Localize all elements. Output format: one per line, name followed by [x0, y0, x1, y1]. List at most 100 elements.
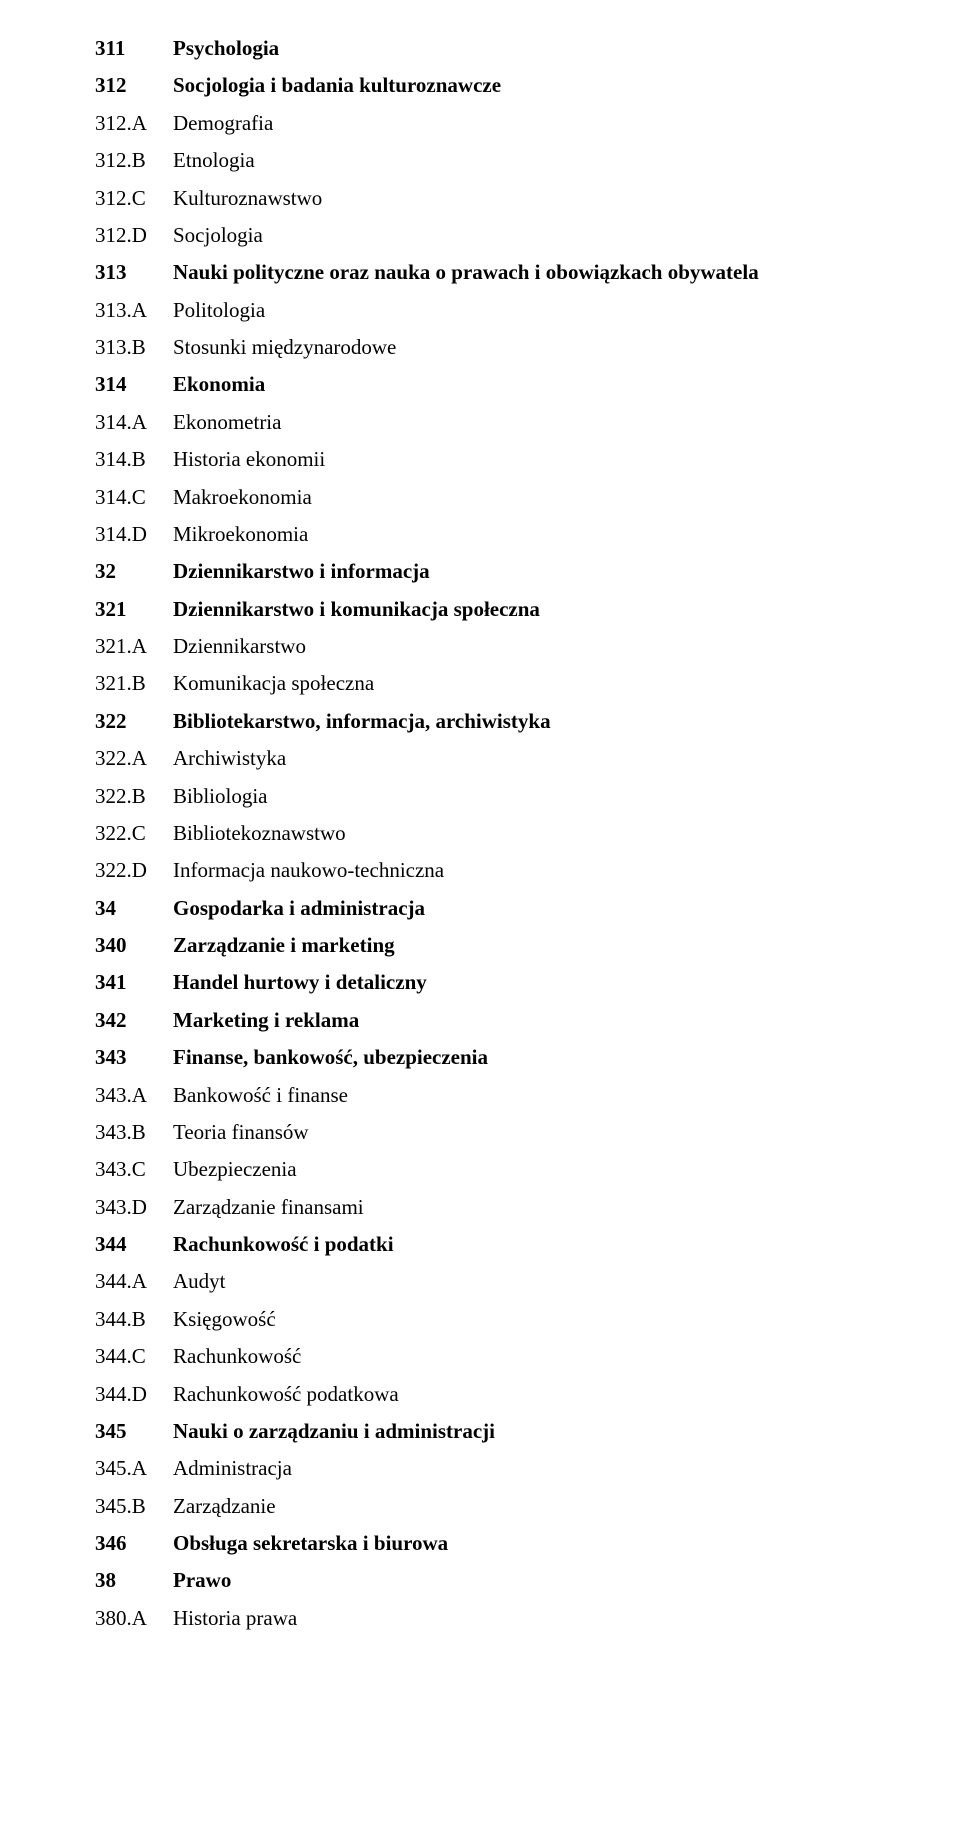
list-item: 313.BStosunki międzynarodowe — [95, 329, 960, 366]
list-item: 345.AAdministracja — [95, 1450, 960, 1487]
item-code: 344.A — [95, 1263, 173, 1300]
item-label: Nauki polityczne oraz nauka o prawach i … — [173, 254, 960, 291]
list-item: 313Nauki polityczne oraz nauka o prawach… — [95, 254, 960, 291]
item-code: 321.A — [95, 628, 173, 665]
list-item: 380.AHistoria prawa — [95, 1600, 960, 1637]
item-label: Dziennikarstwo i informacja — [173, 553, 960, 590]
list-item: 345.BZarządzanie — [95, 1488, 960, 1525]
list-item: 343.DZarządzanie finansami — [95, 1189, 960, 1226]
list-item: 345Nauki o zarządzaniu i administracji — [95, 1413, 960, 1450]
item-code: 312.C — [95, 180, 173, 217]
list-item: 342Marketing i reklama — [95, 1002, 960, 1039]
item-code: 38 — [95, 1562, 173, 1599]
list-item: 321.ADziennikarstwo — [95, 628, 960, 665]
list-item: 314.CMakroekonomia — [95, 479, 960, 516]
item-label: Historia ekonomii — [173, 441, 960, 478]
list-item: 311Psychologia — [95, 30, 960, 67]
item-code: 343.D — [95, 1189, 173, 1226]
list-item: 341Handel hurtowy i detaliczny — [95, 964, 960, 1001]
item-code: 344.B — [95, 1301, 173, 1338]
list-item: 32Dziennikarstwo i informacja — [95, 553, 960, 590]
item-label: Ekonomia — [173, 366, 960, 403]
item-code: 313.A — [95, 292, 173, 329]
item-code: 345.A — [95, 1450, 173, 1487]
item-label: Politologia — [173, 292, 960, 329]
item-label: Finanse, bankowość, ubezpieczenia — [173, 1039, 960, 1076]
item-code: 345 — [95, 1413, 173, 1450]
item-label: Stosunki międzynarodowe — [173, 329, 960, 366]
item-label: Handel hurtowy i detaliczny — [173, 964, 960, 1001]
item-label: Historia prawa — [173, 1600, 960, 1637]
item-label: Dziennikarstwo — [173, 628, 960, 665]
item-label: Bankowość i finanse — [173, 1077, 960, 1114]
item-code: 340 — [95, 927, 173, 964]
item-code: 344.D — [95, 1376, 173, 1413]
item-code: 32 — [95, 553, 173, 590]
item-label: Ekonometria — [173, 404, 960, 441]
list-item: 343.BTeoria finansów — [95, 1114, 960, 1151]
item-label: Archiwistyka — [173, 740, 960, 777]
item-label: Rachunkowość i podatki — [173, 1226, 960, 1263]
item-label: Ubezpieczenia — [173, 1151, 960, 1188]
item-label: Bibliotekarstwo, informacja, archiwistyk… — [173, 703, 960, 740]
item-code: 313.B — [95, 329, 173, 366]
item-label: Obsługa sekretarska i biurowa — [173, 1525, 960, 1562]
item-code: 341 — [95, 964, 173, 1001]
list-item: 340Zarządzanie i marketing — [95, 927, 960, 964]
list-item: 312.CKulturoznawstwo — [95, 180, 960, 217]
item-code: 312.A — [95, 105, 173, 142]
item-label: Marketing i reklama — [173, 1002, 960, 1039]
item-label: Bibliotekoznawstwo — [173, 815, 960, 852]
item-label: Prawo — [173, 1562, 960, 1599]
list-item: 322Bibliotekarstwo, informacja, archiwis… — [95, 703, 960, 740]
list-item: 312.ADemografia — [95, 105, 960, 142]
item-label: Socjologia — [173, 217, 960, 254]
item-code: 314.A — [95, 404, 173, 441]
item-code: 343.B — [95, 1114, 173, 1151]
item-code: 343.C — [95, 1151, 173, 1188]
item-code: 314.D — [95, 516, 173, 553]
list-item: 314.DMikroekonomia — [95, 516, 960, 553]
list-item: 343.ABankowość i finanse — [95, 1077, 960, 1114]
list-item: 322.AArchiwistyka — [95, 740, 960, 777]
item-label: Dziennikarstwo i komunikacja społeczna — [173, 591, 960, 628]
item-label: Rachunkowość podatkowa — [173, 1376, 960, 1413]
list-item: 34Gospodarka i administracja — [95, 890, 960, 927]
list-item: 344Rachunkowość i podatki — [95, 1226, 960, 1263]
item-code: 346 — [95, 1525, 173, 1562]
list-item: 343.CUbezpieczenia — [95, 1151, 960, 1188]
item-code: 344 — [95, 1226, 173, 1263]
item-label: Nauki o zarządzaniu i administracji — [173, 1413, 960, 1450]
item-label: Informacja naukowo-techniczna — [173, 852, 960, 889]
list-item: 321Dziennikarstwo i komunikacja społeczn… — [95, 591, 960, 628]
item-code: 313 — [95, 254, 173, 291]
item-label: Rachunkowość — [173, 1338, 960, 1375]
list-item: 38Prawo — [95, 1562, 960, 1599]
list-item: 312.DSocjologia — [95, 217, 960, 254]
item-label: Bibliologia — [173, 778, 960, 815]
item-code: 322 — [95, 703, 173, 740]
item-code: 380.A — [95, 1600, 173, 1637]
item-label: Zarządzanie — [173, 1488, 960, 1525]
list-item: 344.CRachunkowość — [95, 1338, 960, 1375]
list-item: 343Finanse, bankowość, ubezpieczenia — [95, 1039, 960, 1076]
item-code: 343.A — [95, 1077, 173, 1114]
item-label: Gospodarka i administracja — [173, 890, 960, 927]
item-label: Audyt — [173, 1263, 960, 1300]
item-code: 345.B — [95, 1488, 173, 1525]
item-code: 314.B — [95, 441, 173, 478]
item-label: Etnologia — [173, 142, 960, 179]
item-label: Psychologia — [173, 30, 960, 67]
item-code: 312.B — [95, 142, 173, 179]
item-code: 322.A — [95, 740, 173, 777]
classification-list: 311Psychologia312Socjologia i badania ku… — [95, 30, 960, 1637]
list-item: 313.APolitologia — [95, 292, 960, 329]
item-code: 322.B — [95, 778, 173, 815]
list-item: 322.BBibliologia — [95, 778, 960, 815]
list-item: 322.DInformacja naukowo-techniczna — [95, 852, 960, 889]
item-code: 34 — [95, 890, 173, 927]
item-code: 321.B — [95, 665, 173, 702]
item-code: 321 — [95, 591, 173, 628]
item-code: 322.D — [95, 852, 173, 889]
item-label: Socjologia i badania kulturoznawcze — [173, 67, 960, 104]
